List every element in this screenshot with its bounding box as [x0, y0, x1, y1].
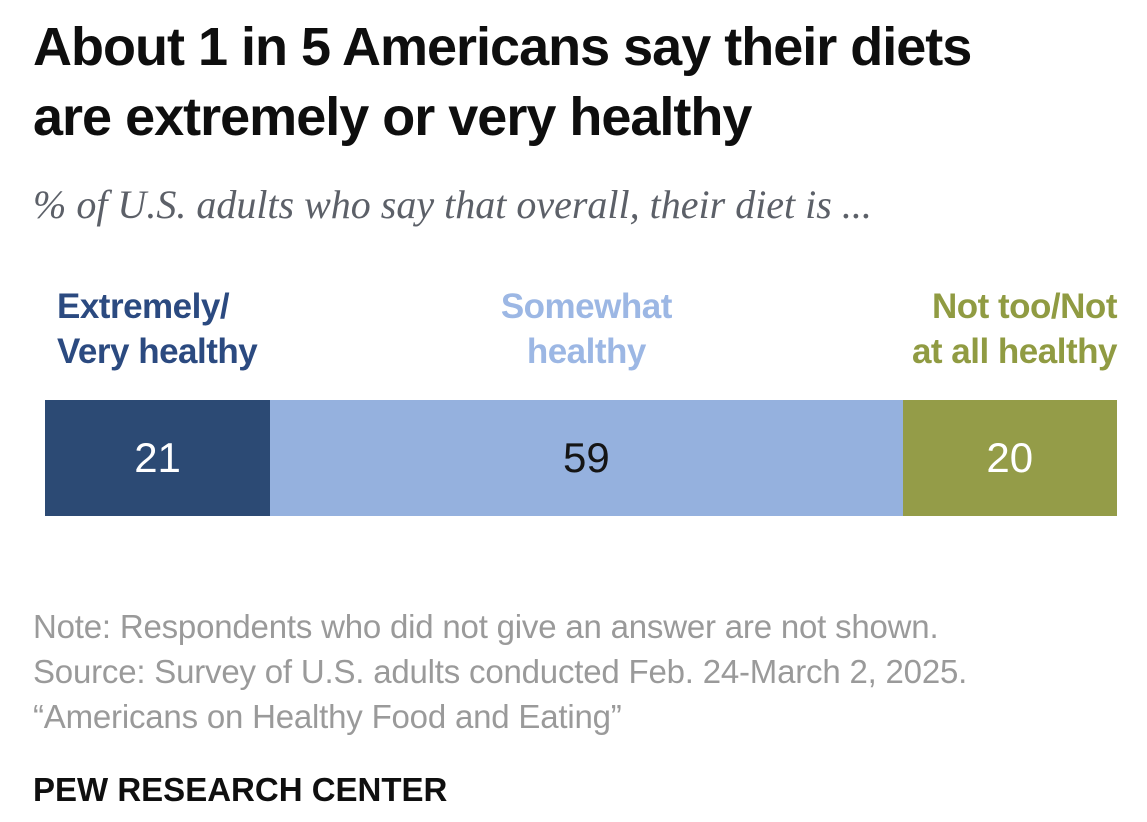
legend-label-not-too-not-at-all-healthy: Not too/Not at all healthy	[911, 287, 1118, 371]
chart-subtitle: % of U.S. adults who say that overall, t…	[33, 182, 872, 227]
chart-title: About 1 in 5 Americans say their diets a…	[33, 17, 972, 147]
stacked-bar: 21 59 20	[45, 400, 1117, 516]
bar-segment-somewhat-healthy: 59	[270, 400, 903, 516]
source-line: Source: Survey of U.S. adults conducted …	[33, 653, 968, 690]
chart-legend: Extremely/ Very healthy Somewhat healthy…	[45, 284, 1117, 374]
report-title-line: “Americans on Healthy Food and Eating”	[33, 698, 622, 735]
value-label-not-too-not-at-all-healthy: 20	[986, 434, 1034, 481]
legend-label-extremely-very-healthy: Extremely/ Very healthy	[57, 287, 258, 371]
value-label-extremely-very-healthy: 21	[134, 434, 181, 481]
value-label-somewhat-healthy: 59	[562, 434, 610, 481]
chart-notes: Note: Respondents who did not give an an…	[33, 604, 1119, 739]
stacked-bar-chart: Extremely/ Very healthy Somewhat healthy…	[45, 284, 1117, 516]
pew-research-center-wordmark: PEW RESEARCH CENTER	[33, 771, 448, 808]
bar-segment-extremely-very-healthy: 21	[45, 400, 271, 516]
legend-label-somewhat-healthy: Somewhat healthy	[500, 287, 673, 371]
note-line: Note: Respondents who did not give an an…	[33, 608, 939, 645]
bar-segment-not-too-not-at-all-healthy: 20	[902, 400, 1117, 516]
